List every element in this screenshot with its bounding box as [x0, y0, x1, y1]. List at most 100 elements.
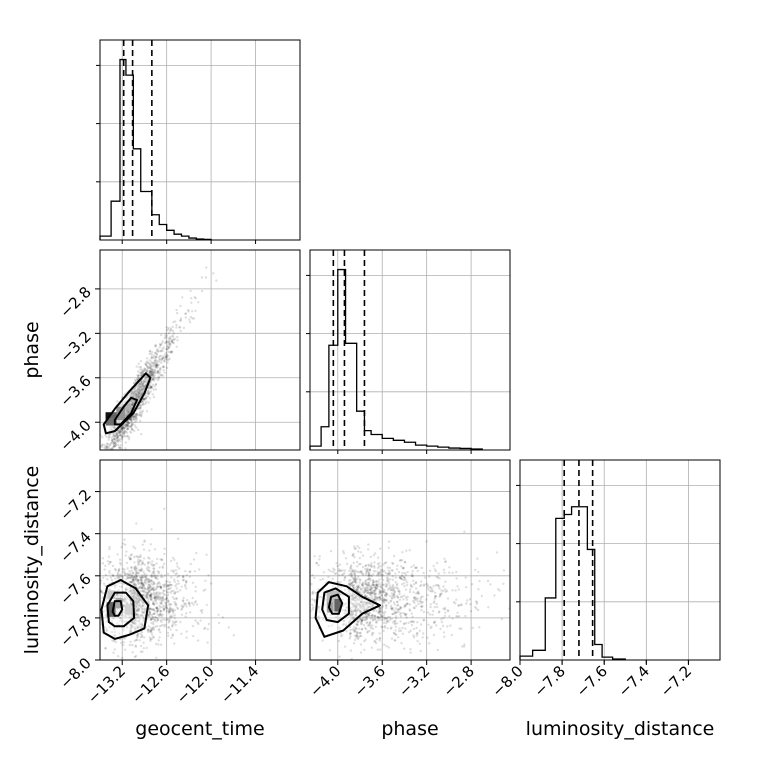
sample-point — [343, 612, 346, 615]
sample-point — [152, 395, 156, 399]
sample-point — [353, 625, 356, 629]
sample-point — [365, 615, 369, 619]
sample-point — [164, 606, 167, 609]
sample-point — [164, 341, 167, 345]
sample-point — [387, 581, 391, 584]
sample-point — [94, 592, 96, 594]
sample-point — [168, 345, 172, 348]
sample-point — [158, 371, 162, 374]
sample-point — [375, 609, 378, 613]
sample-point — [144, 397, 148, 400]
sample-point — [115, 575, 119, 578]
sample-point — [353, 604, 357, 608]
sample-point — [327, 575, 330, 579]
sample-point — [137, 597, 141, 600]
sample-point — [386, 573, 389, 576]
sample-point — [158, 358, 161, 361]
sample-point — [107, 555, 111, 558]
sample-point — [137, 600, 140, 603]
sample-point — [123, 423, 126, 426]
sample-point — [358, 586, 362, 589]
sample-point — [130, 569, 133, 572]
sample-point — [127, 573, 130, 576]
sample-point — [456, 611, 459, 614]
sample-point — [122, 429, 126, 432]
sample-point — [151, 357, 154, 360]
sample-point — [131, 400, 134, 403]
sample-point — [156, 348, 159, 351]
sample-point — [140, 392, 144, 395]
sample-point — [128, 558, 132, 561]
sample-point — [355, 560, 359, 564]
sample-point — [131, 643, 134, 647]
sample-point — [146, 596, 149, 600]
sample-point — [199, 619, 202, 622]
sample-point — [171, 610, 175, 613]
sample-point — [172, 570, 175, 574]
sample-point — [157, 360, 161, 363]
sample-point — [128, 424, 131, 428]
sample-point — [140, 388, 144, 391]
sample-point — [161, 575, 164, 578]
sample-point — [419, 584, 422, 588]
sample-point — [168, 587, 171, 591]
sample-point — [173, 597, 176, 601]
sample-point — [132, 594, 135, 598]
sample-point — [130, 391, 134, 395]
sample-point — [343, 578, 346, 582]
sample-point — [104, 455, 106, 457]
sample-point — [159, 586, 162, 589]
sample-point — [134, 596, 138, 599]
sample-point — [156, 378, 160, 382]
sample-point — [135, 416, 138, 419]
sample-point — [119, 638, 122, 641]
sample-point — [189, 562, 192, 566]
sample-point — [165, 348, 168, 351]
sample-point — [341, 634, 344, 637]
sample-point — [147, 591, 150, 594]
sample-point — [418, 629, 421, 632]
sample-point — [156, 371, 159, 375]
sample-point — [371, 614, 374, 617]
sample-point — [108, 435, 111, 438]
sample-point — [139, 389, 142, 392]
sample-point — [117, 434, 120, 438]
sample-point — [160, 374, 163, 377]
sample-point — [414, 597, 417, 600]
sample-point — [350, 581, 354, 585]
sample-point — [106, 445, 109, 448]
sample-point — [173, 578, 176, 581]
sample-point — [364, 586, 367, 589]
sample-point — [175, 323, 178, 327]
sample-point — [136, 390, 139, 394]
sample-point — [365, 617, 368, 620]
sample-point — [318, 555, 321, 558]
sample-point — [401, 575, 404, 578]
sample-point — [321, 577, 325, 581]
x-tick-label: −3.2 — [395, 662, 433, 700]
sample-point — [156, 570, 159, 573]
sample-point — [149, 638, 152, 641]
sample-point — [159, 350, 162, 353]
sample-point — [338, 626, 341, 630]
sample-point — [362, 616, 365, 619]
sample-point — [147, 366, 150, 369]
sample-point — [395, 611, 398, 614]
sample-point — [392, 592, 396, 595]
sample-point — [377, 596, 380, 600]
sample-point — [153, 374, 156, 378]
sample-point — [147, 583, 150, 587]
sample-point — [130, 427, 134, 430]
sample-point — [368, 571, 371, 575]
sample-point — [137, 600, 141, 603]
sample-point — [151, 361, 154, 365]
sample-point — [311, 603, 314, 607]
sample-point — [432, 564, 435, 568]
sample-point — [133, 626, 137, 629]
sample-point — [379, 570, 383, 574]
sample-point — [426, 586, 429, 589]
sample-point — [367, 564, 370, 567]
sample-point — [138, 394, 141, 397]
sample-point — [157, 597, 160, 601]
sample-point — [167, 626, 170, 629]
